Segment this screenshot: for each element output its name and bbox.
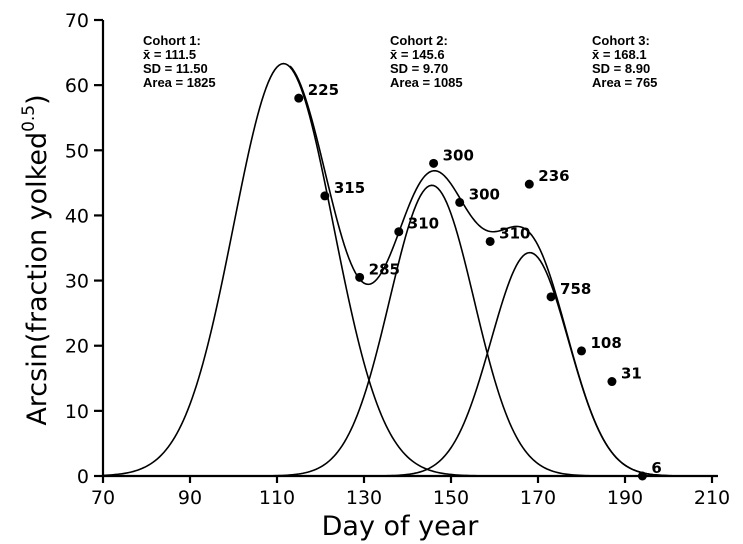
data-point xyxy=(394,227,404,237)
x-tick-label: 150 xyxy=(433,487,469,509)
y-tick-label: 60 xyxy=(65,75,89,97)
data-point-label: 6 xyxy=(651,459,661,477)
x-tick-label: 90 xyxy=(178,487,202,509)
cohort-mean: x̄ = 168.1 xyxy=(592,47,647,62)
cohort-area: Area = 765 xyxy=(592,75,657,90)
y-tick-label: 50 xyxy=(65,140,89,162)
data-point xyxy=(637,471,647,481)
data-point xyxy=(355,272,365,282)
y-tick-label: 40 xyxy=(65,205,89,227)
data-point-label: 758 xyxy=(560,280,591,298)
combined-curve xyxy=(289,65,669,477)
data-point-label: 31 xyxy=(621,365,642,383)
x-axis-title: Day of year xyxy=(322,511,480,542)
cohort-area: Area = 1085 xyxy=(390,75,463,90)
cohort-name: Cohort 1: xyxy=(143,33,201,48)
data-point xyxy=(320,191,330,201)
data-point-label: 236 xyxy=(538,167,569,185)
cohort-sd: SD = 11.50 xyxy=(143,61,208,76)
y-tick-label: 70 xyxy=(65,10,89,32)
data-point-label: 315 xyxy=(334,179,365,197)
data-point xyxy=(485,236,495,246)
cohort-area: Area = 1825 xyxy=(143,75,216,90)
data-point xyxy=(524,179,534,189)
data-point-label: 310 xyxy=(408,215,439,233)
x-tick-label: 190 xyxy=(607,487,643,509)
cohort-name: Cohort 2: xyxy=(390,33,448,48)
x-tick-label: 170 xyxy=(520,487,556,509)
y-axis-title-exponent: 0.5 xyxy=(19,105,39,132)
y-tick-label: 0 xyxy=(77,466,89,488)
y-axis-title-close: ) xyxy=(22,94,53,105)
data-point xyxy=(607,377,617,387)
y-axis-title: Arcsin(fraction yolked0.5) xyxy=(19,94,53,425)
data-points: 225 315 285 310 300 300 310 236 758 108 31 6 xyxy=(294,81,662,481)
data-point xyxy=(294,93,304,103)
data-point xyxy=(455,197,465,207)
data-point xyxy=(577,346,586,356)
cohort-sd: SD = 9.70 xyxy=(390,61,448,76)
cohort-mean: x̄ = 145.6 xyxy=(390,47,445,62)
cohort-name: Cohort 3: xyxy=(592,33,650,48)
x-tick-label: 70 xyxy=(91,487,115,509)
x-tick-label: 110 xyxy=(259,487,295,509)
data-point-label: 225 xyxy=(308,81,339,99)
x-tick-label: 130 xyxy=(346,487,382,509)
cohort-sd: SD = 8.90 xyxy=(592,61,650,76)
y-tick-label: 20 xyxy=(65,336,89,358)
data-point-label: 108 xyxy=(591,334,622,352)
x-tick-label: 210 xyxy=(694,487,730,509)
y-tick-label: 10 xyxy=(65,401,89,423)
data-point xyxy=(429,158,439,168)
data-point-label: 285 xyxy=(369,260,400,278)
data-point-label: 300 xyxy=(443,146,474,164)
cohort-mean: x̄ = 111.5 xyxy=(143,47,196,62)
data-point-label: 300 xyxy=(469,185,500,203)
y-axis-title-main: Arcsin(fraction yolked xyxy=(22,132,53,426)
data-point xyxy=(546,292,556,302)
data-point-label: 310 xyxy=(499,224,530,242)
y-tick-label: 30 xyxy=(65,271,89,293)
axes: 70 90 110 130 150 170 190 210 0 10 20 30 40 50 60 70 xyxy=(65,10,730,509)
